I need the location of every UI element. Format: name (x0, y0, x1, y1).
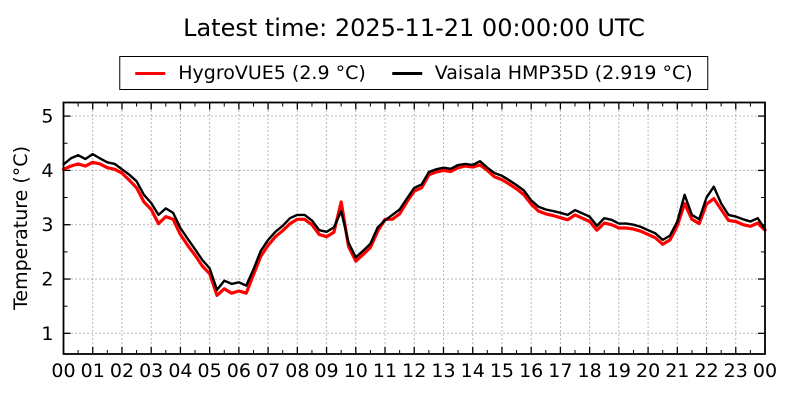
y-tick-label: 2 (41, 269, 53, 291)
y-tick-label: 3 (41, 214, 53, 236)
series-line-vaisala-hmp35d-2-919-c (62, 152, 767, 292)
y-tick-label: 4 (41, 160, 53, 182)
x-tick-label: 08 (285, 360, 309, 382)
x-tick-label: 00 (753, 360, 777, 382)
x-tick-label: 18 (578, 360, 602, 382)
legend-line-swatch-vaisala-hmp35d (391, 71, 422, 75)
x-tick-label: 19 (607, 360, 631, 382)
legend-label-vaisala-hmp35d: Vaisala HMP35D (2.919 °C) (434, 62, 693, 84)
x-tick-label: 22 (694, 360, 718, 382)
x-tick-label: 06 (227, 360, 251, 382)
y-axis-label: Temperature (°C) (10, 146, 32, 310)
x-tick-label: 04 (168, 360, 192, 382)
x-tick-label: 00 (51, 360, 75, 382)
x-tick-label: 20 (636, 360, 660, 382)
x-tick-label: 17 (548, 360, 572, 382)
legend: HygroVUE5 (2.9 °C) Vaisala HMP35D (2.919… (119, 56, 709, 90)
legend-line-swatch-hygrovue5 (135, 71, 166, 75)
x-tick-label: 16 (519, 360, 543, 382)
x-tick-label: 01 (81, 360, 105, 382)
x-tick-label: 10 (344, 360, 368, 382)
legend-entry-vaisala-hmp35d: Vaisala HMP35D (2.919 °C) (391, 62, 693, 84)
series-line-hygrovue5-2-9-c (61, 160, 767, 297)
x-tick-label: 03 (139, 360, 163, 382)
x-tick-label: 21 (665, 360, 689, 382)
legend-label-hygrovue5: HygroVUE5 (2.9 °C) (178, 62, 366, 84)
x-tick-label: 02 (110, 360, 134, 382)
axes-frame (62, 101, 766, 355)
x-tick-label: 13 (431, 360, 455, 382)
x-tick-label: 11 (373, 360, 397, 382)
x-tick-label: 15 (490, 360, 514, 382)
x-tick-label: 05 (198, 360, 222, 382)
legend-entry-hygrovue5: HygroVUE5 (2.9 °C) (135, 62, 366, 84)
chart-title: Latest time: 2025-11-21 00:00:00 UTC (183, 14, 645, 42)
x-tick-label: 23 (724, 360, 748, 382)
y-tick-label: 1 (41, 323, 53, 345)
y-tick-label: 5 (41, 106, 53, 128)
x-tick-label: 07 (256, 360, 280, 382)
x-tick-label: 09 (314, 360, 338, 382)
x-tick-label: 14 (461, 360, 485, 382)
x-tick-label: 12 (402, 360, 426, 382)
